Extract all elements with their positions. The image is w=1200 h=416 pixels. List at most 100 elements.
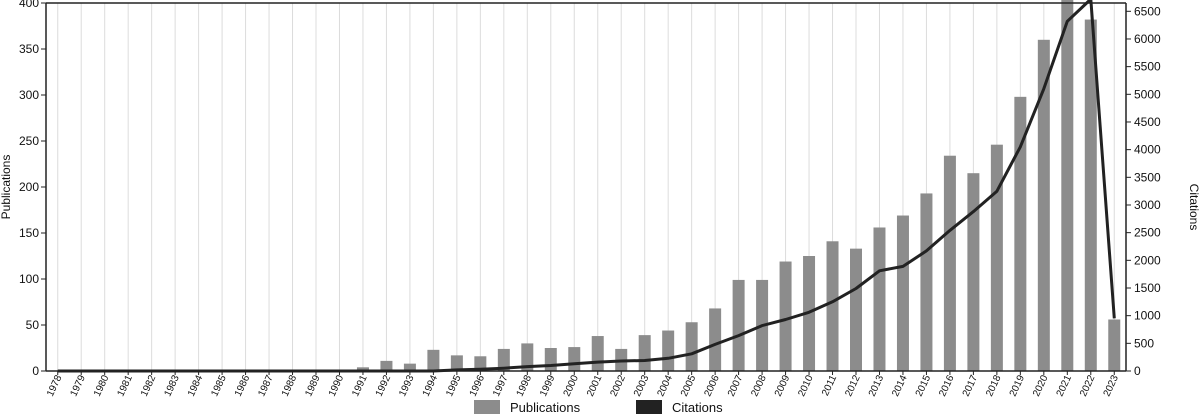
x-tick-label: 1990 [327, 373, 347, 398]
y-axis-title-left: Publications [0, 155, 13, 220]
x-tick-label: 2004 [656, 373, 676, 398]
x-tick-label: 1982 [139, 373, 159, 398]
x-tick-label: 1986 [233, 373, 253, 398]
y-tick-label-right: 2000 [1134, 253, 1161, 267]
x-tick-label: 1978 [45, 373, 65, 398]
y-tick-label-left: 50 [26, 318, 40, 332]
bar-publications [380, 360, 393, 371]
y-tick-label-right: 4000 [1134, 143, 1161, 157]
bar-publications [662, 330, 675, 371]
y-tick-label-right: 1000 [1134, 309, 1161, 323]
y-tick-label-left: 350 [19, 42, 39, 56]
x-tick-label: 1984 [186, 373, 206, 398]
bar-publications [920, 193, 933, 371]
bar-publications [850, 248, 862, 371]
bar-publications [450, 355, 463, 371]
bar-publications [779, 261, 792, 371]
bar-publications [896, 215, 909, 371]
x-tick-label: 2018 [984, 373, 1004, 398]
x-tick-label: 2014 [890, 373, 910, 398]
bar-publications [568, 347, 581, 371]
legend-item-citations: Citations [636, 398, 723, 416]
x-tick-label: 1987 [256, 373, 276, 398]
x-tick-label: 2016 [937, 373, 957, 398]
y-tick-label-right: 6500 [1134, 4, 1161, 18]
x-tick-label: 2003 [632, 373, 652, 398]
x-tick-label: 1991 [350, 373, 370, 398]
bar-publications [1108, 319, 1121, 371]
x-tick-label: 1994 [421, 373, 441, 398]
bar-publications [1061, 0, 1074, 371]
bar-publications [356, 367, 369, 371]
x-tick-label: 2000 [562, 373, 582, 398]
legend-swatch-publications [474, 400, 500, 414]
x-tick-label: 2007 [726, 373, 746, 398]
x-tick-label: 2017 [961, 373, 981, 398]
x-tick-label: 2020 [1031, 373, 1051, 398]
bar-publications [826, 241, 839, 371]
y-axis-title-right: Citations [1187, 184, 1200, 231]
y-tick-label-right: 3000 [1134, 198, 1161, 212]
x-tick-label: 2001 [585, 373, 605, 398]
y-tick-label-right: 2500 [1134, 226, 1161, 240]
bar-publications [732, 279, 745, 371]
x-tick-label: 2013 [867, 373, 887, 398]
x-tick-label: 2015 [914, 373, 934, 398]
x-tick-label: 1989 [303, 373, 323, 398]
y-tick-label-right: 1500 [1134, 281, 1161, 295]
y-tick-label-left: 100 [19, 272, 39, 286]
y-tick-label-left: 400 [19, 0, 39, 10]
y-tick-label-right: 4500 [1134, 115, 1161, 129]
x-tick-label: 1985 [209, 373, 229, 398]
bar-publications [967, 173, 980, 371]
y-tick-label-left: 200 [19, 180, 39, 194]
x-tick-label: 2008 [749, 373, 769, 398]
y-tick-label-left: 300 [19, 88, 39, 102]
bar-publications [544, 348, 557, 371]
y-tick-label-right: 5000 [1134, 87, 1161, 101]
bar-publications [1084, 19, 1097, 372]
bar-publications [521, 343, 534, 371]
bar-publications [427, 349, 440, 371]
x-tick-label: 1983 [162, 373, 182, 398]
bar-publications [685, 322, 698, 371]
line-citations [57, 0, 1116, 373]
bar-publications [943, 155, 956, 371]
y-tick-label-left: 150 [19, 226, 39, 240]
bar-publications [990, 144, 1003, 371]
x-tick-label: 1995 [444, 373, 464, 398]
x-tick-label: 1979 [69, 373, 89, 398]
x-tick-label: 2011 [820, 373, 839, 398]
bar-publications [474, 356, 487, 371]
bar-publications [873, 227, 886, 371]
x-tick-label: 1988 [280, 373, 300, 398]
x-tick-label: 1993 [397, 373, 417, 398]
y-tick-label-left: 250 [19, 134, 39, 148]
x-tick-label: 1981 [116, 373, 136, 398]
bar-publications [638, 335, 651, 371]
y-tick-label-right: 6000 [1134, 32, 1161, 46]
x-tick-label: 1992 [374, 373, 394, 398]
x-tick-label: 1999 [538, 373, 558, 398]
x-tick-label: 2005 [679, 373, 699, 398]
bar-publications [1037, 39, 1050, 372]
x-tick-label: 2023 [1102, 373, 1122, 398]
y-tick-label-right: 5500 [1134, 60, 1161, 74]
x-tick-label: 2021 [1055, 373, 1075, 398]
y-tick-label-right: 500 [1134, 336, 1154, 350]
legend-swatch-citations [636, 400, 662, 414]
x-tick-label: 2009 [773, 373, 793, 398]
x-tick-label: 1980 [92, 373, 112, 398]
bar-publications [1014, 96, 1027, 371]
bar-publications [403, 363, 416, 371]
x-tick-label: 1997 [491, 373, 511, 398]
x-tick-label: 2012 [843, 373, 863, 398]
legend-label-citations: Citations [672, 399, 723, 415]
x-tick-label: 2019 [1008, 373, 1028, 398]
x-tick-label: 2002 [609, 373, 629, 398]
bar-publications [709, 308, 722, 371]
bar-publications [497, 348, 510, 371]
x-tick-label: 2022 [1078, 373, 1098, 398]
x-tick-label: 2006 [702, 373, 722, 398]
